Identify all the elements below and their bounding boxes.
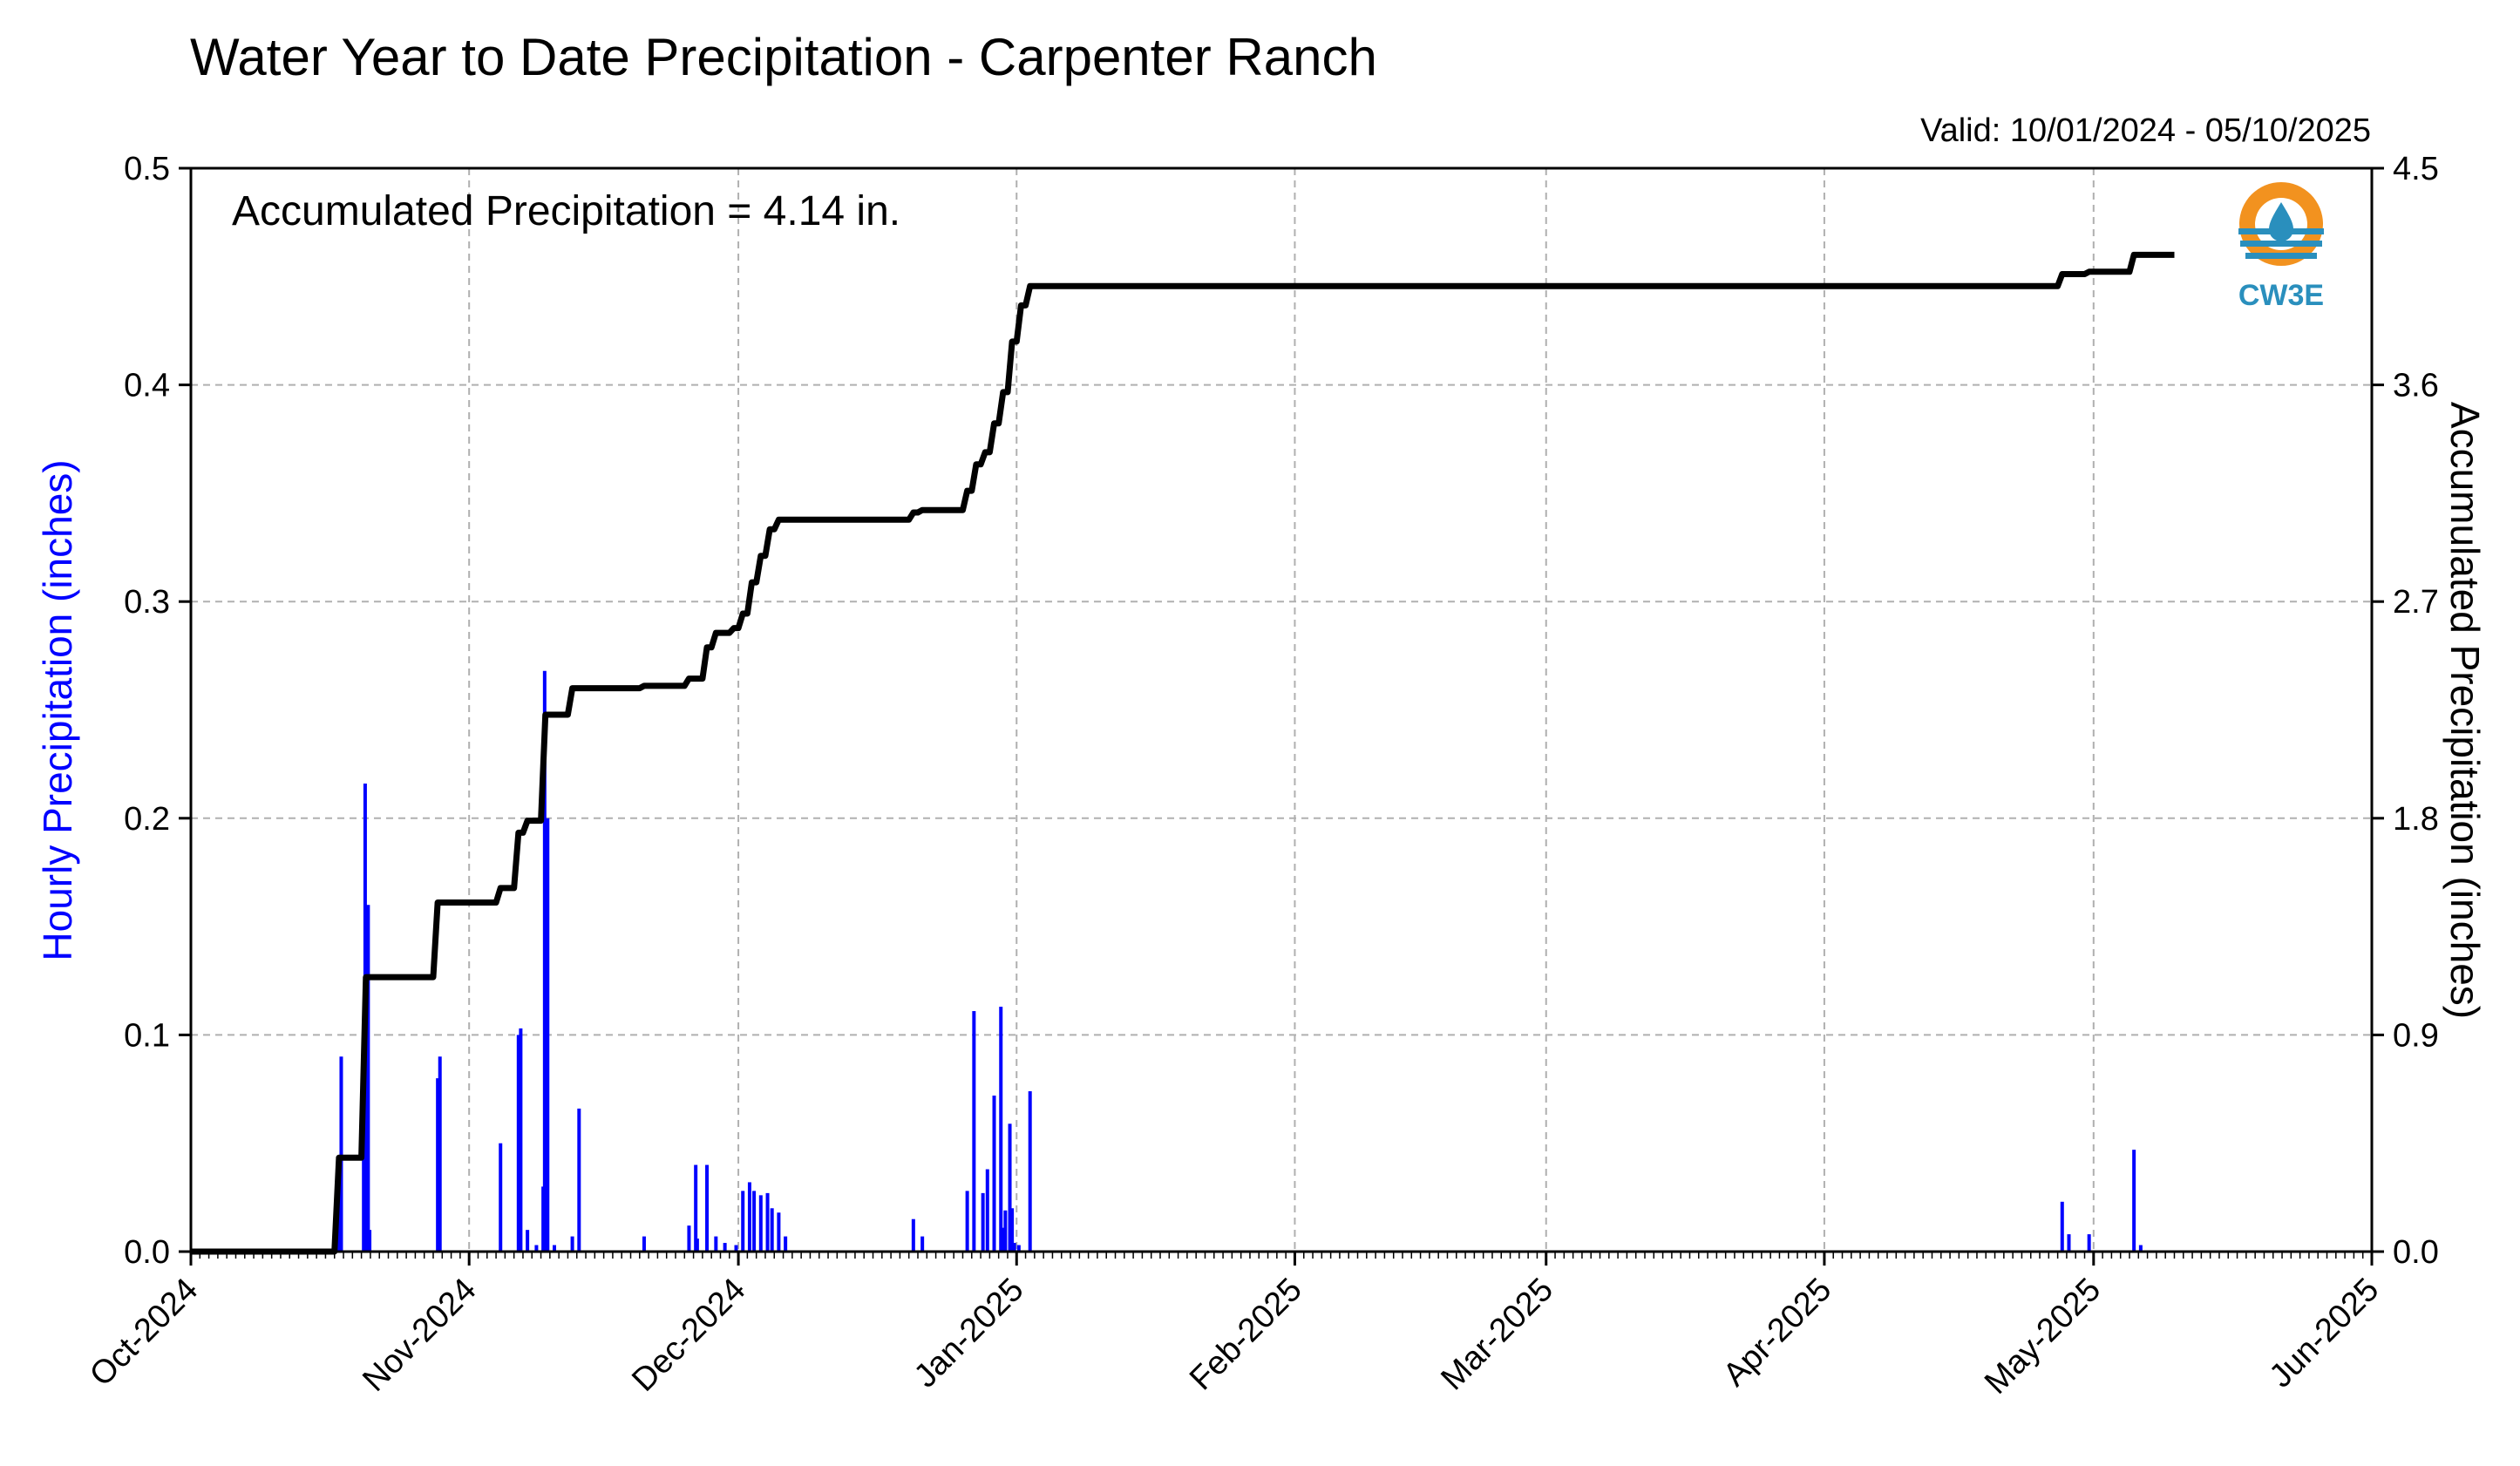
logo-text: CW3E <box>2238 279 2324 312</box>
accumulated-line-group <box>191 251 2175 1255</box>
hourly-bar <box>985 1169 989 1252</box>
y-left-tick-label: 0.1 <box>124 1017 170 1054</box>
hourly-bar <box>1003 1210 1008 1252</box>
hourly-bar <box>723 1243 727 1252</box>
hourly-bar <box>765 1192 770 1252</box>
hourly-bar <box>999 1007 1003 1252</box>
hourly-bar <box>499 1143 503 1252</box>
hourly-bar <box>694 1164 698 1252</box>
hourly-bar <box>339 1056 343 1252</box>
x-tick-label: Feb-2025 <box>1183 1272 1309 1398</box>
hourly-bar <box>577 1108 581 1252</box>
hourly-bar <box>366 905 370 1252</box>
hourly-bar <box>542 670 547 1252</box>
y-right-tick-label: 0.9 <box>2393 1017 2439 1054</box>
hourly-bar <box>534 1245 539 1252</box>
hourly-bar <box>2138 1245 2143 1252</box>
hourly-bar <box>741 1191 745 1252</box>
hourly-bar <box>2067 1234 2071 1252</box>
y-left-tick-label: 0.3 <box>124 584 170 621</box>
hourly-bar <box>516 1035 520 1252</box>
hourly-bar <box>981 1192 985 1252</box>
hourly-bar <box>438 1056 442 1252</box>
y-right-tick-label: 4.5 <box>2393 151 2439 187</box>
hourly-bar <box>1010 1208 1015 1252</box>
hourly-bar <box>695 1239 699 1252</box>
hourly-bar <box>734 1245 738 1252</box>
hourly-bar <box>642 1236 646 1252</box>
hourly-bar <box>519 1028 523 1252</box>
hourly-bar <box>526 1230 530 1252</box>
y-axis-right-label: Accumulated Precipitation (inches) <box>2442 402 2488 1019</box>
hourly-bar <box>553 1245 556 1252</box>
chart-title: Water Year to Date Precipitation - Carpe… <box>190 28 1377 86</box>
x-tick-label: Jun-2025 <box>2263 1272 2387 1395</box>
hourly-bar <box>2087 1234 2091 1252</box>
y-right-tick-label: 2.7 <box>2393 584 2439 621</box>
y-left-tick-label: 0.2 <box>124 801 170 838</box>
x-tick-label: Oct-2024 <box>83 1272 205 1394</box>
hourly-bar <box>1008 1123 1012 1252</box>
y-right-tick-label: 1.8 <box>2393 801 2439 838</box>
hourly-bar <box>2060 1201 2064 1252</box>
y-right-tick-label: 0.0 <box>2393 1234 2439 1271</box>
x-tick-label: Jan-2025 <box>907 1272 1031 1395</box>
hourly-bar <box>752 1191 757 1252</box>
hourly-bar <box>770 1208 774 1252</box>
hourly-bar <box>714 1236 718 1252</box>
hourly-bar <box>972 1011 976 1252</box>
x-tick-label: Apr-2025 <box>1716 1272 1838 1394</box>
y-left-tick-label: 0.4 <box>124 368 170 404</box>
hourly-bar <box>777 1212 781 1252</box>
x-tick-label: May-2025 <box>1978 1272 2108 1402</box>
x-axis-tick-labels: Oct-2024 Nov-2024 Dec-2024 Jan-2025 Feb-2025… <box>83 1272 2386 1402</box>
hourly-bar <box>546 818 550 1252</box>
hourly-bar <box>992 1096 996 1252</box>
hourly-bar <box>1028 1091 1032 1252</box>
y-left-tick-label: 0.5 <box>124 151 170 187</box>
hourly-bar <box>1001 1227 1005 1252</box>
hourly-bar <box>920 1236 925 1252</box>
x-tick-label: Nov-2024 <box>356 1272 483 1399</box>
axis-ticks <box>179 166 2384 1266</box>
hourly-bar <box>705 1164 710 1252</box>
hourly-bar <box>758 1195 763 1252</box>
hourly-bar <box>1012 1243 1016 1252</box>
accumulated-line <box>191 251 2175 1255</box>
y-left-tick-labels: 0.0 0.1 0.2 0.3 0.4 0.5 <box>124 151 170 1271</box>
hourly-bar <box>911 1218 915 1252</box>
hourly-bar <box>747 1182 751 1252</box>
y-left-tick-label: 0.0 <box>124 1234 170 1271</box>
accumulated-annotation: Accumulated Precipitation = 4.14 in. <box>232 188 900 234</box>
y-right-tick-labels: 0.0 0.9 1.8 2.7 3.6 4.5 <box>2393 151 2439 1271</box>
hourly-bar <box>784 1236 788 1252</box>
cw3e-logo: CW3E <box>2238 182 2324 312</box>
plot-frame <box>189 166 2374 1253</box>
hourly-bar <box>687 1225 691 1252</box>
hourly-bar <box>368 1230 372 1252</box>
hourly-bar <box>965 1191 969 1252</box>
hourly-bar <box>1016 1245 1021 1252</box>
y-axis-left-label: Hourly Precipitation (inches) <box>35 459 80 960</box>
grid-lines <box>191 168 2372 1252</box>
hourly-bars <box>336 670 2143 1252</box>
x-tick-label: Mar-2025 <box>1434 1272 1560 1398</box>
y-right-tick-label: 3.6 <box>2393 368 2439 404</box>
hourly-bar <box>436 1078 440 1252</box>
x-tick-label: Dec-2024 <box>625 1272 752 1399</box>
hourly-bar <box>570 1236 574 1252</box>
valid-date-range: Valid: 10/01/2024 - 05/10/2025 <box>1920 112 2371 149</box>
hourly-bar <box>2132 1150 2136 1252</box>
